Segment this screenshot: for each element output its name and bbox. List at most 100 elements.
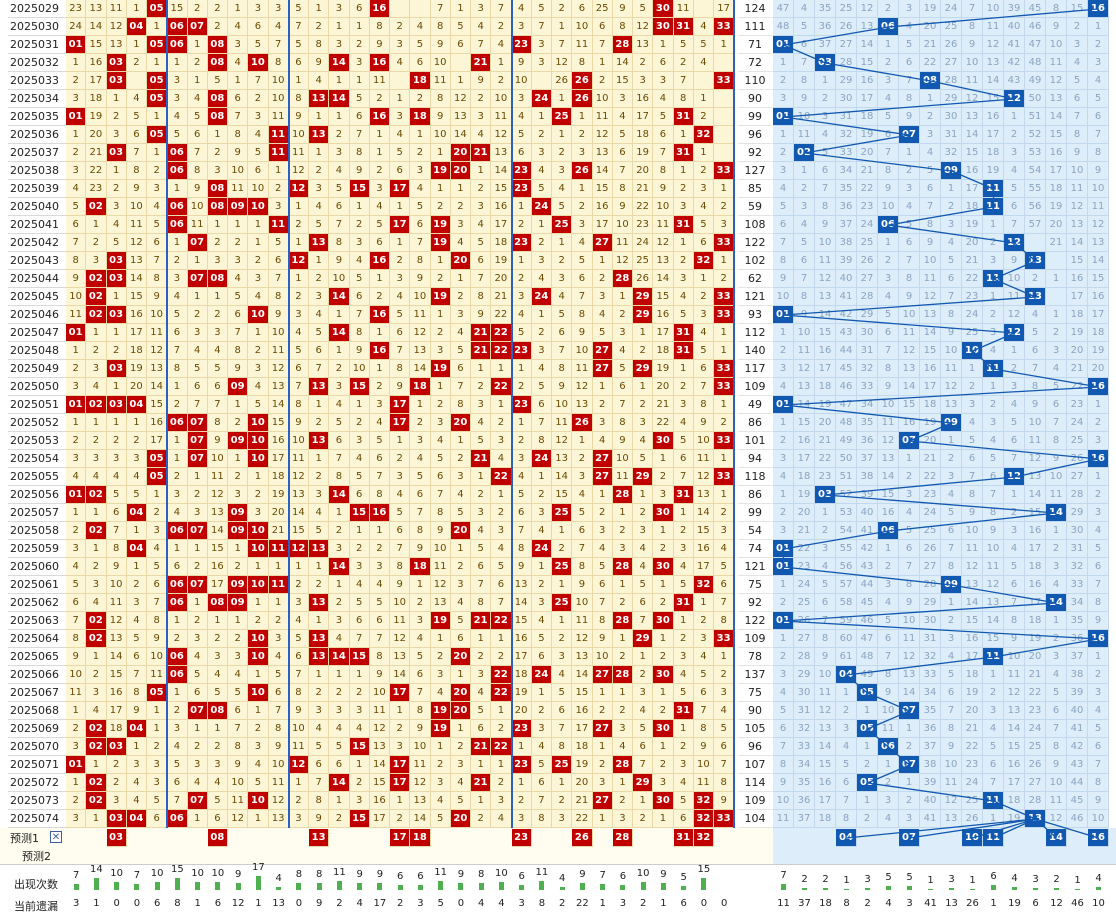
predict-blue-ball[interactable]: 04 bbox=[836, 829, 857, 847]
blue-cell: 21 bbox=[920, 36, 941, 54]
red-cell: 3 bbox=[309, 486, 330, 504]
blue-ball-hit: 13 bbox=[1025, 810, 1046, 828]
red-cell: 2 bbox=[147, 738, 168, 756]
red-ball-hit: 06 bbox=[167, 810, 188, 828]
red-ball-hit: 21 bbox=[471, 612, 492, 630]
predict-red-ball[interactable]: 18 bbox=[410, 829, 431, 847]
close-icon[interactable]: ✕ bbox=[50, 831, 62, 843]
blue-cell: 12 bbox=[962, 558, 983, 576]
red-cell: 6 bbox=[268, 252, 289, 270]
predict-blue-ball[interactable]: 07 bbox=[899, 829, 920, 847]
blue-cell: 3 bbox=[941, 216, 962, 234]
predict-red-ball[interactable]: 17 bbox=[390, 829, 411, 847]
predict-blue-ball[interactable]: 16 bbox=[1088, 829, 1109, 847]
red-cell: 7 bbox=[66, 612, 87, 630]
red-cell: 2 bbox=[511, 270, 532, 288]
red-cell: 17 bbox=[592, 216, 613, 234]
red-cell: 1 bbox=[187, 810, 208, 828]
red-ball-hit: 06 bbox=[167, 216, 188, 234]
red-cell: 10 bbox=[268, 324, 289, 342]
red-cell bbox=[410, 0, 431, 18]
red-cell: 15 bbox=[612, 72, 633, 90]
predict-red-ball[interactable]: 32 bbox=[693, 829, 714, 847]
red-ball-hit: 23 bbox=[511, 162, 532, 180]
predict-red-ball[interactable]: 13 bbox=[309, 829, 330, 847]
red-cell: 16 bbox=[126, 306, 147, 324]
red-cell: 2 bbox=[288, 288, 309, 306]
red-cell: 3 bbox=[106, 198, 127, 216]
predict-red-ball[interactable]: 28 bbox=[612, 829, 633, 847]
red-ball-hit: 33 bbox=[714, 234, 735, 252]
blue-cell: 49 bbox=[857, 666, 878, 684]
red-cell: 2 bbox=[369, 540, 390, 558]
blue-cell: 38 bbox=[836, 234, 857, 252]
red-count-value: 15 bbox=[697, 864, 711, 875]
blue-cell: 3 bbox=[773, 162, 794, 180]
red-cell: 14 bbox=[126, 270, 147, 288]
predict-red-ball[interactable]: 31 bbox=[673, 829, 694, 847]
red-cell: 8 bbox=[187, 162, 208, 180]
blue-ball-hit: 01 bbox=[773, 558, 794, 576]
red-cell: 20 bbox=[633, 162, 654, 180]
red-cell: 9 bbox=[66, 270, 87, 288]
predict-red-ball[interactable]: 26 bbox=[572, 829, 593, 847]
red-miss-value: 1 bbox=[660, 898, 667, 909]
red-count-value: 8 bbox=[477, 869, 485, 880]
blue-count-bar bbox=[928, 889, 933, 890]
predict-blue-ball[interactable]: 10 bbox=[962, 829, 983, 847]
red-cell: 4 bbox=[511, 0, 532, 18]
red-cell: 8 bbox=[228, 126, 249, 144]
red-ball-hit: 23 bbox=[511, 396, 532, 414]
blue-cell: 9 bbox=[962, 504, 983, 522]
red-cell: 2 bbox=[612, 792, 633, 810]
blue-cell: 2 bbox=[878, 0, 899, 18]
red-cell: 5 bbox=[147, 216, 168, 234]
blue-cell: 24 bbox=[962, 306, 983, 324]
red-cell: 1 bbox=[653, 810, 674, 828]
red-cell: 5 bbox=[430, 450, 451, 468]
period-cell: 2025054 bbox=[8, 450, 66, 468]
predict-blue-ball[interactable]: 11 bbox=[983, 829, 1004, 847]
red-ball-hit: 29 bbox=[633, 360, 654, 378]
red-cell: 3 bbox=[167, 720, 188, 738]
red-cell: 3 bbox=[511, 18, 532, 36]
red-cell: 5 bbox=[693, 216, 714, 234]
red-cell: 9 bbox=[288, 702, 309, 720]
blue-cell bbox=[1046, 288, 1067, 306]
red-cell: 3 bbox=[349, 54, 370, 72]
predict-blue-ball[interactable]: 14 bbox=[1046, 829, 1067, 847]
blue-cell: 2 bbox=[899, 738, 920, 756]
red-cell: 2 bbox=[592, 72, 613, 90]
red-cell: 1 bbox=[612, 774, 633, 792]
predict-red-ball[interactable]: 08 bbox=[207, 829, 228, 847]
red-miss-value: 8 bbox=[538, 898, 546, 909]
red-cell: 1 bbox=[329, 666, 350, 684]
blue-cell: 3 bbox=[899, 180, 920, 198]
red-cell: 9 bbox=[147, 288, 168, 306]
blue-cell: 2 bbox=[857, 756, 878, 774]
red-cell: 10 bbox=[187, 198, 208, 216]
red-cell: 1 bbox=[430, 630, 451, 648]
sum-cell: 78 bbox=[738, 648, 772, 666]
blue-cell: 9 bbox=[962, 36, 983, 54]
red-count-value: 10 bbox=[150, 868, 164, 879]
blue-cell: 12 bbox=[1004, 306, 1025, 324]
red-cell: 5 bbox=[309, 216, 330, 234]
red-cell: 14 bbox=[552, 468, 573, 486]
red-cell: 1 bbox=[228, 450, 249, 468]
blue-cell: 28 bbox=[1025, 792, 1046, 810]
predict-red-ball[interactable]: 03 bbox=[106, 829, 127, 847]
red-count-value: 17 bbox=[252, 862, 265, 873]
red-cell: 13 bbox=[147, 360, 168, 378]
blue-cell: 33 bbox=[920, 666, 941, 684]
blue-cell: 9 bbox=[1046, 756, 1067, 774]
red-cell: 11 bbox=[410, 306, 431, 324]
blue-cell: 2 bbox=[773, 648, 794, 666]
red-cell: 13 bbox=[511, 576, 532, 594]
predict-red-ball[interactable]: 23 bbox=[511, 829, 532, 847]
red-cell bbox=[693, 0, 714, 18]
red-ball-hit: 20 bbox=[450, 522, 471, 540]
red-cell: 10 bbox=[147, 648, 168, 666]
red-cell: 2 bbox=[491, 504, 512, 522]
red-ball-hit: 25 bbox=[552, 504, 573, 522]
